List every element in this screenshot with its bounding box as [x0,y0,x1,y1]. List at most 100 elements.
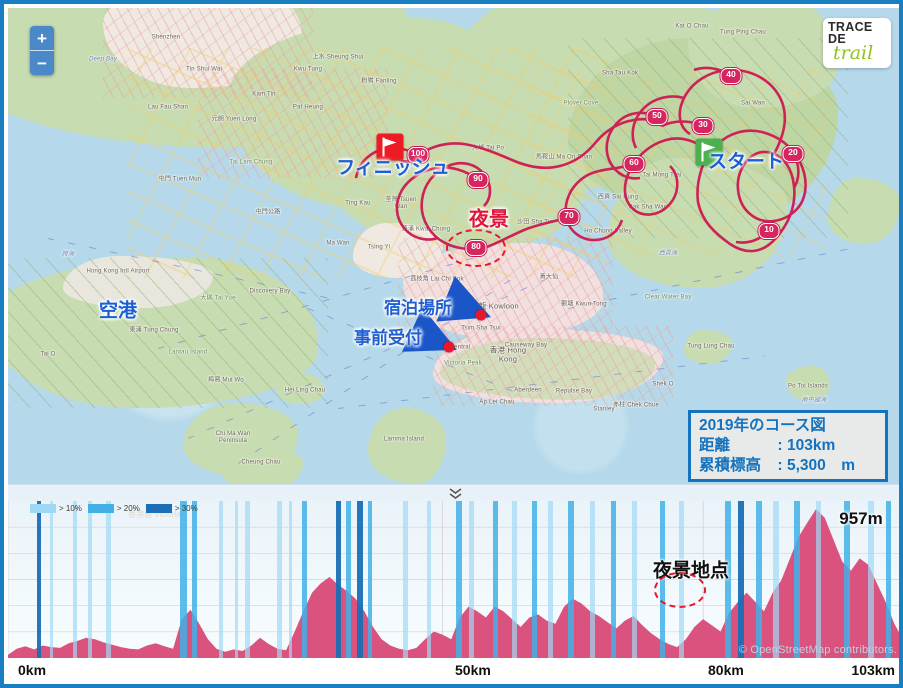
grade-band [816,501,822,658]
km-marker-10: 10 [758,223,780,239]
grade-band [367,501,373,658]
elevation-profile[interactable]: 香港島 Victoria © OpenStreetMap contributor… [8,501,899,684]
km-marker-90: 90 [467,172,489,188]
map-ghost-label: 香港島 Victoria [128,510,181,519]
legend-swatch [30,504,56,513]
grade-band [49,501,54,658]
double-chevron-down-icon [449,488,462,499]
grade-band [106,501,112,658]
pre-registration-arrow [401,307,457,352]
axis-tick-103km: 103km [851,662,895,678]
info-title: 2019年のコース図 [699,417,826,434]
grade-band [36,501,42,658]
logo-line-trail: trail [833,42,874,64]
info-distance-label: 距離 [699,437,731,454]
trace-de-trail-logo: TRACE DE trail [823,18,891,68]
grade-band [455,501,462,658]
info-gain-row: 累積標高 : 5,300 m [699,456,885,476]
grade-band [885,501,891,658]
grade-band [868,501,875,658]
night-view-ring-profile [654,572,706,608]
course-info-box: 2019年のコース図 距離 : 103km 累積標高 : 5,300 m [688,410,888,482]
info-distance-separator: : [777,437,783,454]
axis-tick-80km: 80km [708,662,744,678]
logo-line-trace: TRACE [828,20,873,34]
lodging-label: 宿泊場所 [384,298,452,318]
start-label: スタート [707,151,785,173]
legend-swatch [87,504,114,513]
km-marker-50: 50 [646,109,668,125]
info-gain-value: 5,300 m [787,457,856,474]
info-distance-value: 103km [787,437,836,454]
lantau-trails [8,258,328,408]
grade-band [234,501,239,658]
pre-registration-point [443,341,455,353]
grade-band [531,501,538,658]
zoom-control[interactable]: + − [30,26,54,75]
grade-band [772,501,779,658]
grade-band [468,501,474,658]
grade-band [611,501,617,658]
grade-band [737,501,744,658]
red-flag[interactable] [376,133,404,161]
grade-band [492,501,499,658]
grade-band [301,501,307,658]
info-gain-label: 累積標高 [699,457,762,474]
annotation-arrows [401,276,491,352]
grade-band [346,501,352,658]
grade-band [357,501,363,658]
night-view-ring-map [446,229,506,267]
landmass-tung-lung [684,330,732,364]
distance-axis: 0km 50km 80km 103km [8,658,899,684]
osm-attribution: © OpenStreetMap contributors. [738,644,897,656]
km-marker-30: 30 [692,118,714,134]
road-network-yuen-long [198,68,388,178]
pre-registration-label: 事前受付 [354,328,422,348]
grade-band [756,501,763,658]
grade-band [547,501,553,658]
grade-legend: > 10% > 20% > 30% [30,503,204,514]
logo-line-de: DE [828,32,846,46]
km-marker-20: 20 [782,146,804,162]
grade-band [277,501,282,658]
legend-label: > 10% [59,504,82,513]
grade-band [631,501,638,658]
grade-band [843,501,850,658]
grade-band [794,501,801,658]
grade-band [73,501,77,658]
zoom-out-button[interactable]: − [30,51,54,75]
elevation-plot[interactable]: 香港島 Victoria © OpenStreetMap contributor… [8,501,899,658]
landmass-lamma [368,408,446,484]
landmass-po-toi [786,366,830,400]
grade-band [568,501,574,658]
zoom-in-button[interactable]: + [30,26,54,51]
axis-tick-0km: 0km [18,662,47,678]
map-panel[interactable]: 香港 Hong Kong 九龍 Kowloon 沙田 Sha Tin 西貢 Sai K… [8,8,899,484]
legend-label: > 20% [116,504,140,513]
landmass-cheung-chau [223,446,303,484]
grade-band [590,501,596,658]
grade-band [403,501,408,658]
km-marker-60: 60 [623,156,645,172]
legend-label: > 30% [174,504,198,513]
finish-label: フィニッシュ [336,157,450,179]
road-network-hk-island [433,326,673,406]
km-marker-40: 40 [720,68,742,84]
grade-band [724,501,731,658]
grade-band [245,501,250,658]
grade-band [87,501,93,658]
green-flag[interactable] [695,138,723,166]
grade-band [180,501,187,658]
lodging-point [475,309,487,321]
legend-swatch [145,504,172,513]
collapse-profile-handle[interactable] [8,484,899,502]
airport-label: 空港 [98,300,138,322]
lodging-arrow [436,276,491,322]
grade-band [288,501,293,658]
grade-band [219,501,223,658]
grade-band [426,501,432,658]
km-marker-100: 100 [407,147,429,163]
grade-band [511,501,518,658]
grade-band [336,501,341,658]
